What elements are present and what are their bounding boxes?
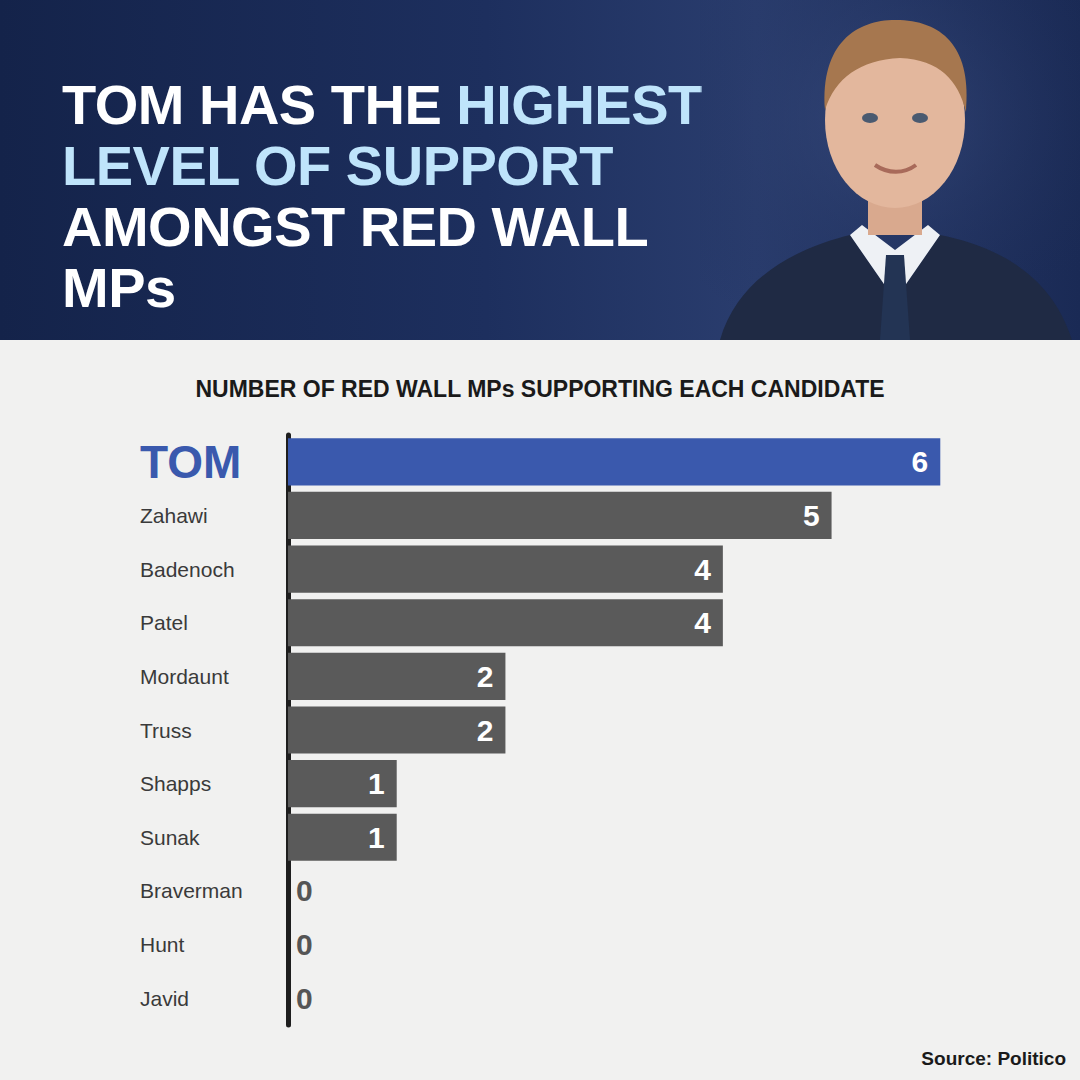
svg-text:0: 0 [296, 982, 313, 1015]
svg-text:Sunak: Sunak [140, 826, 200, 849]
svg-text:6: 6 [912, 445, 929, 478]
svg-text:0: 0 [296, 874, 313, 907]
svg-text:Braverman: Braverman [140, 879, 243, 902]
svg-text:Source: Politico: Source: Politico [921, 1048, 1066, 1069]
html-text:MPs: MPs [62, 256, 176, 319]
svg-text:2: 2 [477, 714, 494, 747]
svg-text:4: 4 [694, 553, 711, 586]
svg-text:2: 2 [477, 660, 494, 693]
svg-text:Mordaunt: Mordaunt [140, 665, 229, 688]
html-text:TOM HAS THE HIGHEST: TOM HAS THE HIGHEST [62, 73, 702, 136]
svg-text:NUMBER OF RED WALL MPs SUPPORT: NUMBER OF RED WALL MPs SUPPORTING EACH C… [195, 376, 884, 402]
svg-text:Patel: Patel [140, 611, 188, 634]
svg-text:1: 1 [368, 821, 385, 854]
html-text:AMONGST RED WALL: AMONGST RED WALL [62, 195, 648, 258]
svg-text:Shapps: Shapps [140, 772, 211, 795]
svg-text:4: 4 [694, 606, 711, 639]
svg-text:Zahawi: Zahawi [140, 504, 208, 527]
svg-text:0: 0 [296, 928, 313, 961]
svg-text:Javid: Javid [140, 987, 189, 1010]
svg-text:Truss: Truss [140, 719, 192, 742]
svg-text:Hunt: Hunt [140, 933, 185, 956]
svg-text:TOM: TOM [140, 436, 241, 488]
svg-text:Badenoch: Badenoch [140, 558, 235, 581]
svg-text:1: 1 [368, 767, 385, 800]
svg-text:5: 5 [803, 499, 820, 532]
html-text:LEVEL OF SUPPORT: LEVEL OF SUPPORT [62, 134, 614, 197]
